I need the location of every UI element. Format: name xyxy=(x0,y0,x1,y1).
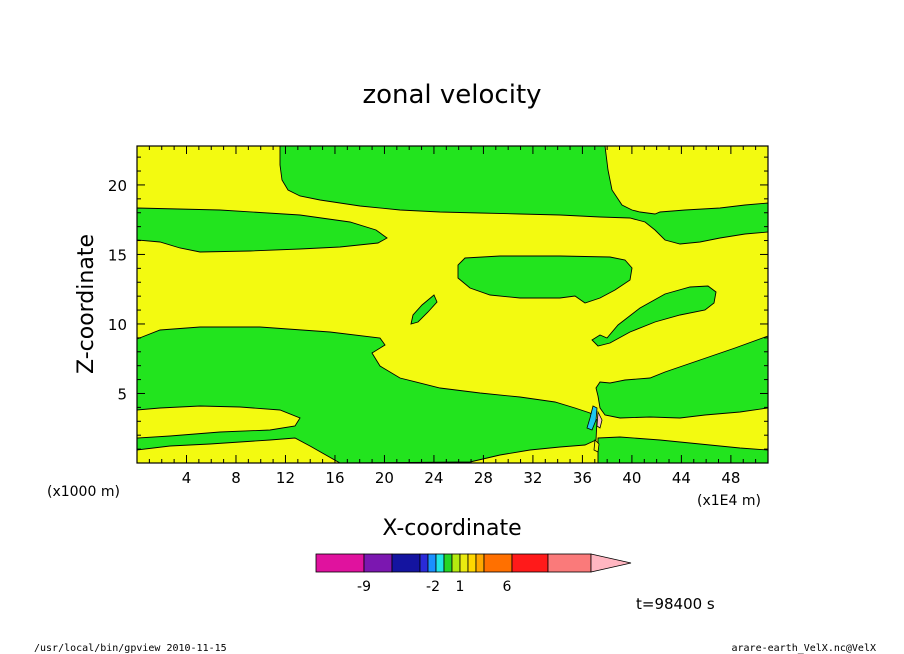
y-unit-label: (x1000 m) xyxy=(47,484,120,500)
colorbar-segment xyxy=(475,553,485,573)
x-tick-label: 44 xyxy=(672,469,691,487)
colorbar-segment xyxy=(511,553,549,573)
colorbar-label-1: -9 xyxy=(357,579,371,595)
colorbar-label-3: 1 xyxy=(456,579,465,595)
contour-region-upper-left xyxy=(136,207,388,253)
y-tick-label: 5 xyxy=(117,385,127,403)
colorbar-segment xyxy=(483,553,513,573)
yellow-wisp xyxy=(593,439,600,453)
x-tick-label: 16 xyxy=(325,469,344,487)
contour-region-right-patch xyxy=(591,285,717,347)
colorbar-tick-labels: -9 -2 1 6 xyxy=(357,579,512,595)
contour-region-mid-island xyxy=(457,255,633,304)
colorbar-segment xyxy=(427,553,437,573)
colorbar-segment xyxy=(435,553,445,573)
colorbar-segment xyxy=(547,553,592,573)
colorbar-segment xyxy=(451,553,461,573)
colorbar-segment xyxy=(391,553,421,573)
colorbar-extend-arrow xyxy=(590,553,632,573)
x-axis-title: X-coordinate xyxy=(382,516,521,541)
colorbar-label-4: 6 xyxy=(503,579,512,595)
x-tick-label: 32 xyxy=(523,469,542,487)
plot-frame xyxy=(136,145,769,464)
y-tick-label: 10 xyxy=(108,316,127,334)
colorbar-segment xyxy=(363,553,393,573)
pink-wisp xyxy=(596,410,603,429)
x-tick-label: 36 xyxy=(573,469,592,487)
y-axis-title: Z-coordinate xyxy=(74,234,99,374)
x-unit-label: (x1E4 m) xyxy=(697,493,761,509)
y-tick-label: 20 xyxy=(108,177,127,195)
contour-wisps xyxy=(586,405,603,453)
footer-right: arare-earth_VelX.nc@VelX xyxy=(732,643,877,654)
contour-region-small-streak xyxy=(410,294,438,325)
colorbar xyxy=(315,553,632,573)
colorbar-segment xyxy=(459,553,469,573)
colorbar-label-2: -2 xyxy=(426,579,440,595)
contour-regions xyxy=(136,145,769,464)
contour-region-lower-left xyxy=(136,326,598,464)
x-tick-label: 40 xyxy=(622,469,641,487)
colorbar-segment xyxy=(419,553,429,573)
x-tick-label: 20 xyxy=(375,469,394,487)
x-tick-label: 48 xyxy=(721,469,740,487)
colorbar-segment xyxy=(467,553,477,573)
x-tick-label: 12 xyxy=(276,469,295,487)
footer-left: /usr/local/bin/gpview 2010-11-15 xyxy=(34,643,227,654)
colorbar-segment xyxy=(443,553,453,573)
contour-region-top-center xyxy=(279,145,769,245)
x-tick-label: 8 xyxy=(231,469,241,487)
x-tick-label: 28 xyxy=(474,469,493,487)
time-label: t=98400 s xyxy=(636,595,715,613)
y-tick-label: 15 xyxy=(108,246,127,264)
chart-title: zonal velocity xyxy=(362,80,541,110)
cyan-wisp xyxy=(586,405,598,431)
colorbar-segment xyxy=(315,553,365,573)
x-tick-label: 24 xyxy=(424,469,443,487)
x-tick-label: 4 xyxy=(182,469,192,487)
